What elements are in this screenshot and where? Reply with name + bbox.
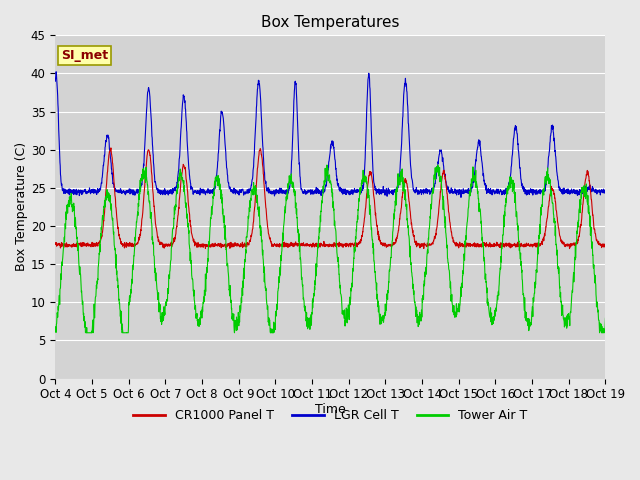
Title: Box Temperatures: Box Temperatures [261, 15, 399, 30]
X-axis label: Time: Time [315, 403, 346, 416]
Text: SI_met: SI_met [61, 49, 108, 62]
Legend: CR1000 Panel T, LGR Cell T, Tower Air T: CR1000 Panel T, LGR Cell T, Tower Air T [128, 404, 532, 427]
Y-axis label: Box Temperature (C): Box Temperature (C) [15, 143, 28, 272]
